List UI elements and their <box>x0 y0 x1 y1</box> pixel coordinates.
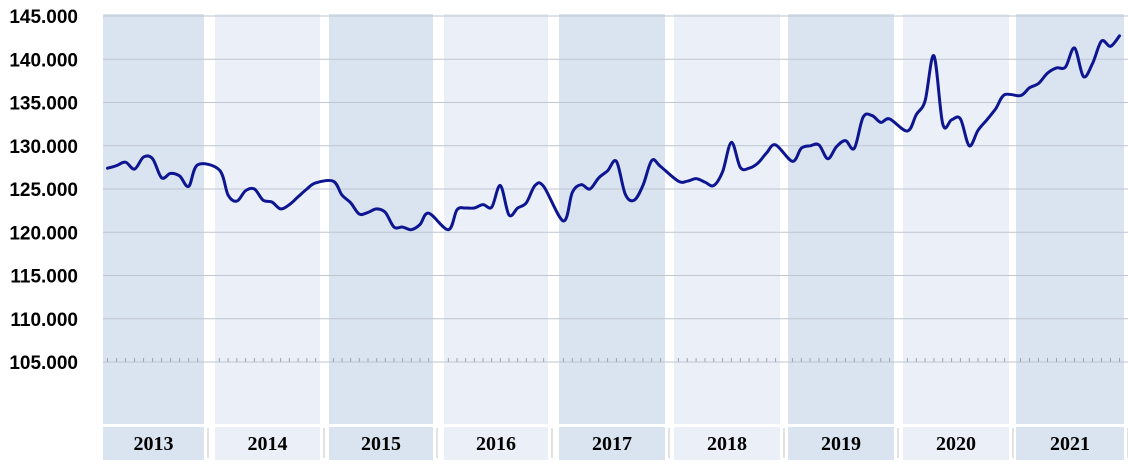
y-tick-label: 125.000 <box>9 180 78 201</box>
year-band-2020 <box>903 14 1009 460</box>
x-axis-minor-ticks <box>107 358 1128 458</box>
year-label-2018: 2018 <box>707 433 747 455</box>
year-label-2014: 2014 <box>248 433 288 455</box>
year-label-2013: 2013 <box>134 433 174 455</box>
year-label-2021: 2021 <box>1050 433 1090 455</box>
y-tick-label: 130.000 <box>9 137 78 158</box>
year-band-2017 <box>559 14 665 460</box>
year-band-2014 <box>215 14 320 460</box>
year-band-2013 <box>103 14 204 460</box>
year-band-2018 <box>674 14 780 460</box>
year-label-2016: 2016 <box>476 433 516 455</box>
year-label-2017: 2017 <box>592 433 632 455</box>
year-band-2021 <box>1016 14 1124 460</box>
y-tick-label: 135.000 <box>9 94 78 115</box>
year-label-divider <box>103 424 1128 427</box>
x-axis-year-labels: 2013 2014 2015 2016 2017 2018 2019 2020 2021 <box>134 433 1091 455</box>
y-tick-label: 120.000 <box>9 223 78 244</box>
year-band-2015 <box>329 14 433 460</box>
gridlines <box>103 15 1128 363</box>
y-tick-label: 110.000 <box>10 310 78 331</box>
series-line <box>106 34 1121 232</box>
y-tick-label: 140.000 <box>9 50 78 71</box>
y-tick-label: 145.000 <box>9 7 78 28</box>
year-bands <box>103 14 1128 460</box>
year-band-2019 <box>788 14 894 460</box>
year-band-2016 <box>444 14 548 460</box>
y-axis-tick-labels: 145.000 140.000 135.000 130.000 125.000 120.0… <box>9 7 78 374</box>
year-label-2020: 2020 <box>936 433 976 455</box>
y-tick-label: 105.000 <box>9 353 78 374</box>
year-label-2019: 2019 <box>821 433 861 455</box>
y-tick-label: 115.000 <box>10 267 78 288</box>
year-label-2015: 2015 <box>361 433 401 455</box>
